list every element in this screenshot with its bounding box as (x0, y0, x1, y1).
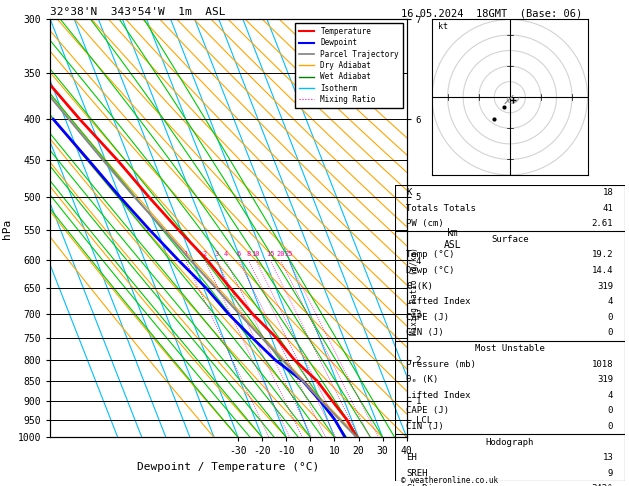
Text: 32°38'N  343°54'W  1m  ASL: 32°38'N 343°54'W 1m ASL (50, 7, 226, 17)
Text: 0: 0 (608, 329, 613, 337)
Y-axis label: km
ASL: km ASL (444, 228, 462, 250)
Text: 10: 10 (252, 251, 260, 257)
Text: 2.61: 2.61 (592, 219, 613, 228)
Text: 6: 6 (237, 251, 241, 257)
Text: PW (cm): PW (cm) (406, 219, 444, 228)
Text: 319: 319 (597, 375, 613, 384)
Text: Pressure (mb): Pressure (mb) (406, 360, 476, 368)
Text: EH: EH (406, 453, 417, 462)
Text: 319: 319 (597, 281, 613, 291)
Text: 1018: 1018 (592, 360, 613, 368)
Text: 4: 4 (224, 251, 228, 257)
Text: kt: kt (438, 22, 448, 31)
Text: StmDir: StmDir (406, 485, 439, 486)
Text: 4: 4 (608, 391, 613, 400)
Y-axis label: hPa: hPa (3, 218, 12, 239)
Text: © weatheronline.co.uk: © weatheronline.co.uk (401, 476, 498, 485)
Text: 0: 0 (608, 313, 613, 322)
Text: Lifted Index: Lifted Index (406, 391, 471, 400)
Text: 2: 2 (203, 251, 207, 257)
Text: 0: 0 (608, 406, 613, 416)
Text: 13: 13 (603, 453, 613, 462)
Text: 16.05.2024  18GMT  (Base: 06): 16.05.2024 18GMT (Base: 06) (401, 9, 582, 19)
Text: CAPE (J): CAPE (J) (406, 406, 450, 416)
Text: 1: 1 (183, 251, 187, 257)
Text: CIN (J): CIN (J) (406, 422, 444, 431)
Text: 8: 8 (246, 251, 250, 257)
Text: SREH: SREH (406, 469, 428, 478)
Text: Lifted Index: Lifted Index (406, 297, 471, 306)
Legend: Temperature, Dewpoint, Parcel Trajectory, Dry Adiabat, Wet Adiabat, Isotherm, Mi: Temperature, Dewpoint, Parcel Trajectory… (295, 23, 403, 107)
Text: K: K (406, 188, 412, 197)
Text: 15: 15 (266, 251, 274, 257)
Text: Mixing Ratio (g/kg): Mixing Ratio (g/kg) (410, 247, 420, 335)
Text: 19.2: 19.2 (592, 250, 613, 260)
Text: Surface: Surface (491, 235, 528, 244)
Text: θₑ(K): θₑ(K) (406, 281, 433, 291)
Text: θₑ (K): θₑ (K) (406, 375, 439, 384)
Text: 342°: 342° (592, 485, 613, 486)
Text: 20: 20 (276, 251, 285, 257)
Text: 18: 18 (603, 188, 613, 197)
Text: Totals Totals: Totals Totals (406, 204, 476, 212)
Text: Dewp (°C): Dewp (°C) (406, 266, 455, 275)
Text: Most Unstable: Most Unstable (475, 344, 545, 353)
Text: Hodograph: Hodograph (486, 437, 534, 447)
Text: Temp (°C): Temp (°C) (406, 250, 455, 260)
Text: 25: 25 (284, 251, 293, 257)
Text: CIN (J): CIN (J) (406, 329, 444, 337)
Text: 3: 3 (215, 251, 219, 257)
Text: 41: 41 (603, 204, 613, 212)
Text: 4: 4 (608, 297, 613, 306)
Text: 9: 9 (608, 469, 613, 478)
X-axis label: Dewpoint / Temperature (°C): Dewpoint / Temperature (°C) (137, 462, 320, 472)
Text: 0: 0 (608, 422, 613, 431)
Text: CAPE (J): CAPE (J) (406, 313, 450, 322)
Text: 14.4: 14.4 (592, 266, 613, 275)
